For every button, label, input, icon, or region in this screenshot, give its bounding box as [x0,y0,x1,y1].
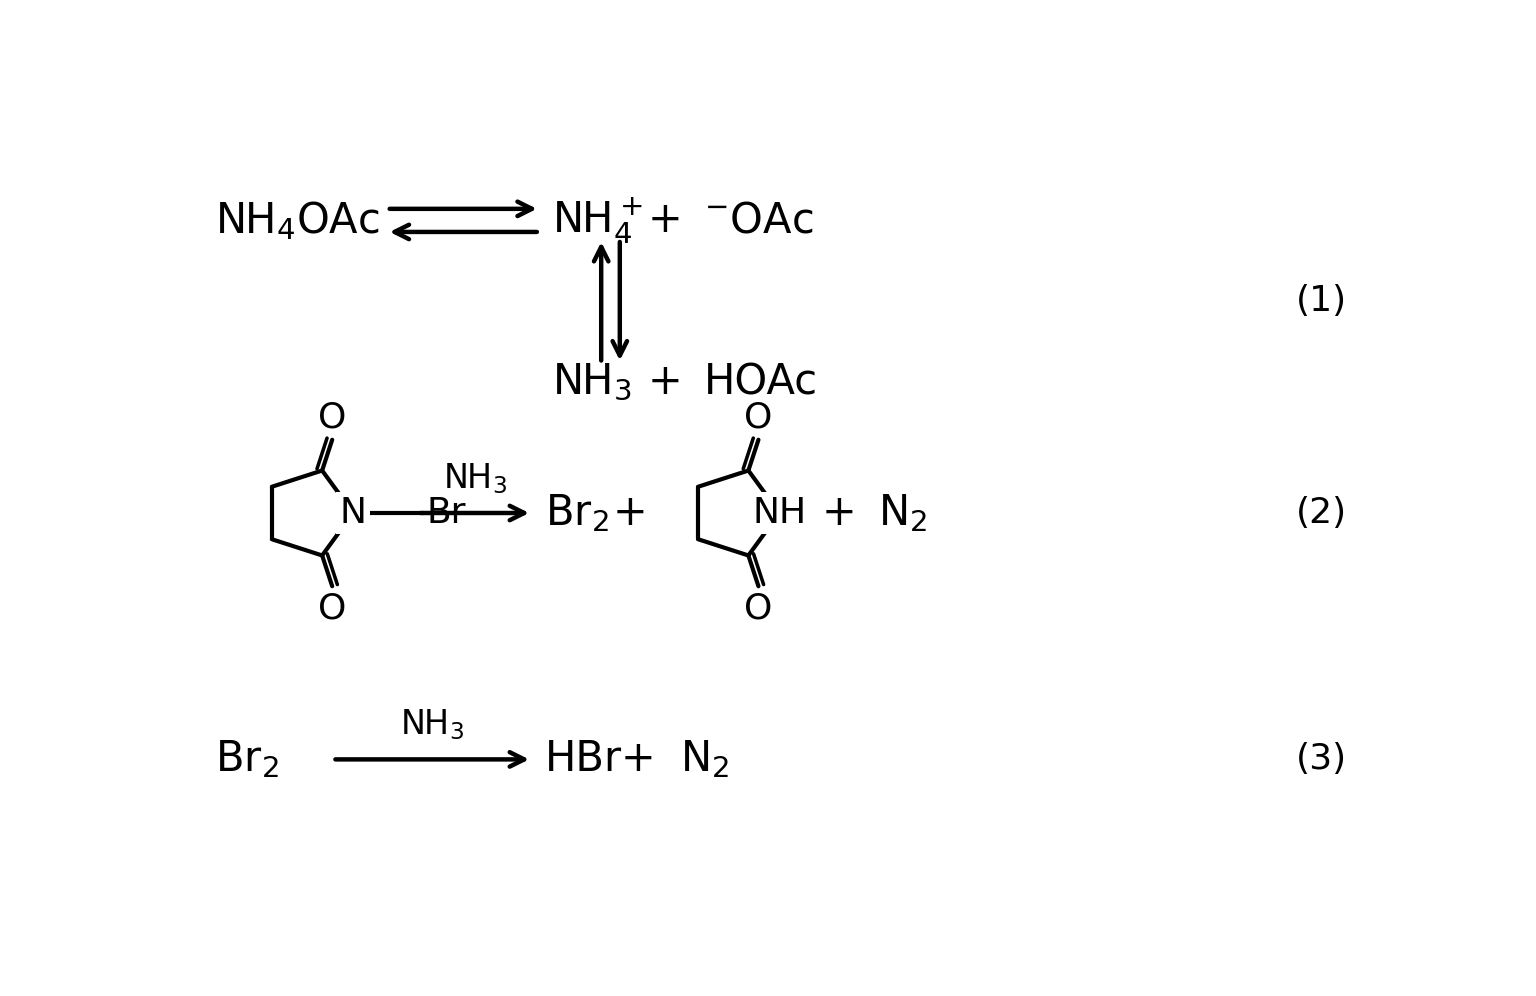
Text: NH$_3$: NH$_3$ [401,708,464,742]
Text: (3): (3) [1296,742,1347,777]
Text: +: + [621,738,654,781]
Text: O: O [745,592,773,625]
Text: NH$_3$: NH$_3$ [553,362,631,403]
Text: HOAc: HOAc [703,362,817,403]
Text: $^{-}$OAc: $^{-}$OAc [703,199,813,241]
Text: N: N [339,496,367,530]
Text: Br$_2$: Br$_2$ [215,738,280,781]
Text: NH$_4^+$: NH$_4^+$ [553,195,642,246]
Text: HBr: HBr [545,738,622,781]
Text: +: + [647,199,682,241]
Text: O: O [745,400,773,434]
Text: O: O [318,592,347,625]
Text: Br$_2$: Br$_2$ [545,492,608,534]
Text: Br: Br [425,496,465,530]
Text: (1): (1) [1296,284,1347,319]
Text: +: + [822,492,857,534]
Text: NH$_4$OAc: NH$_4$OAc [215,199,379,242]
Text: N: N [766,496,793,530]
Text: (2): (2) [1296,496,1347,530]
Text: +: + [613,492,647,534]
Text: N$_2$: N$_2$ [879,492,928,534]
Text: +: + [647,362,682,403]
Text: NH$_3$: NH$_3$ [442,461,507,496]
Text: N$_2$: N$_2$ [680,738,730,781]
Text: NH: NH [753,496,806,530]
Text: O: O [318,400,347,434]
